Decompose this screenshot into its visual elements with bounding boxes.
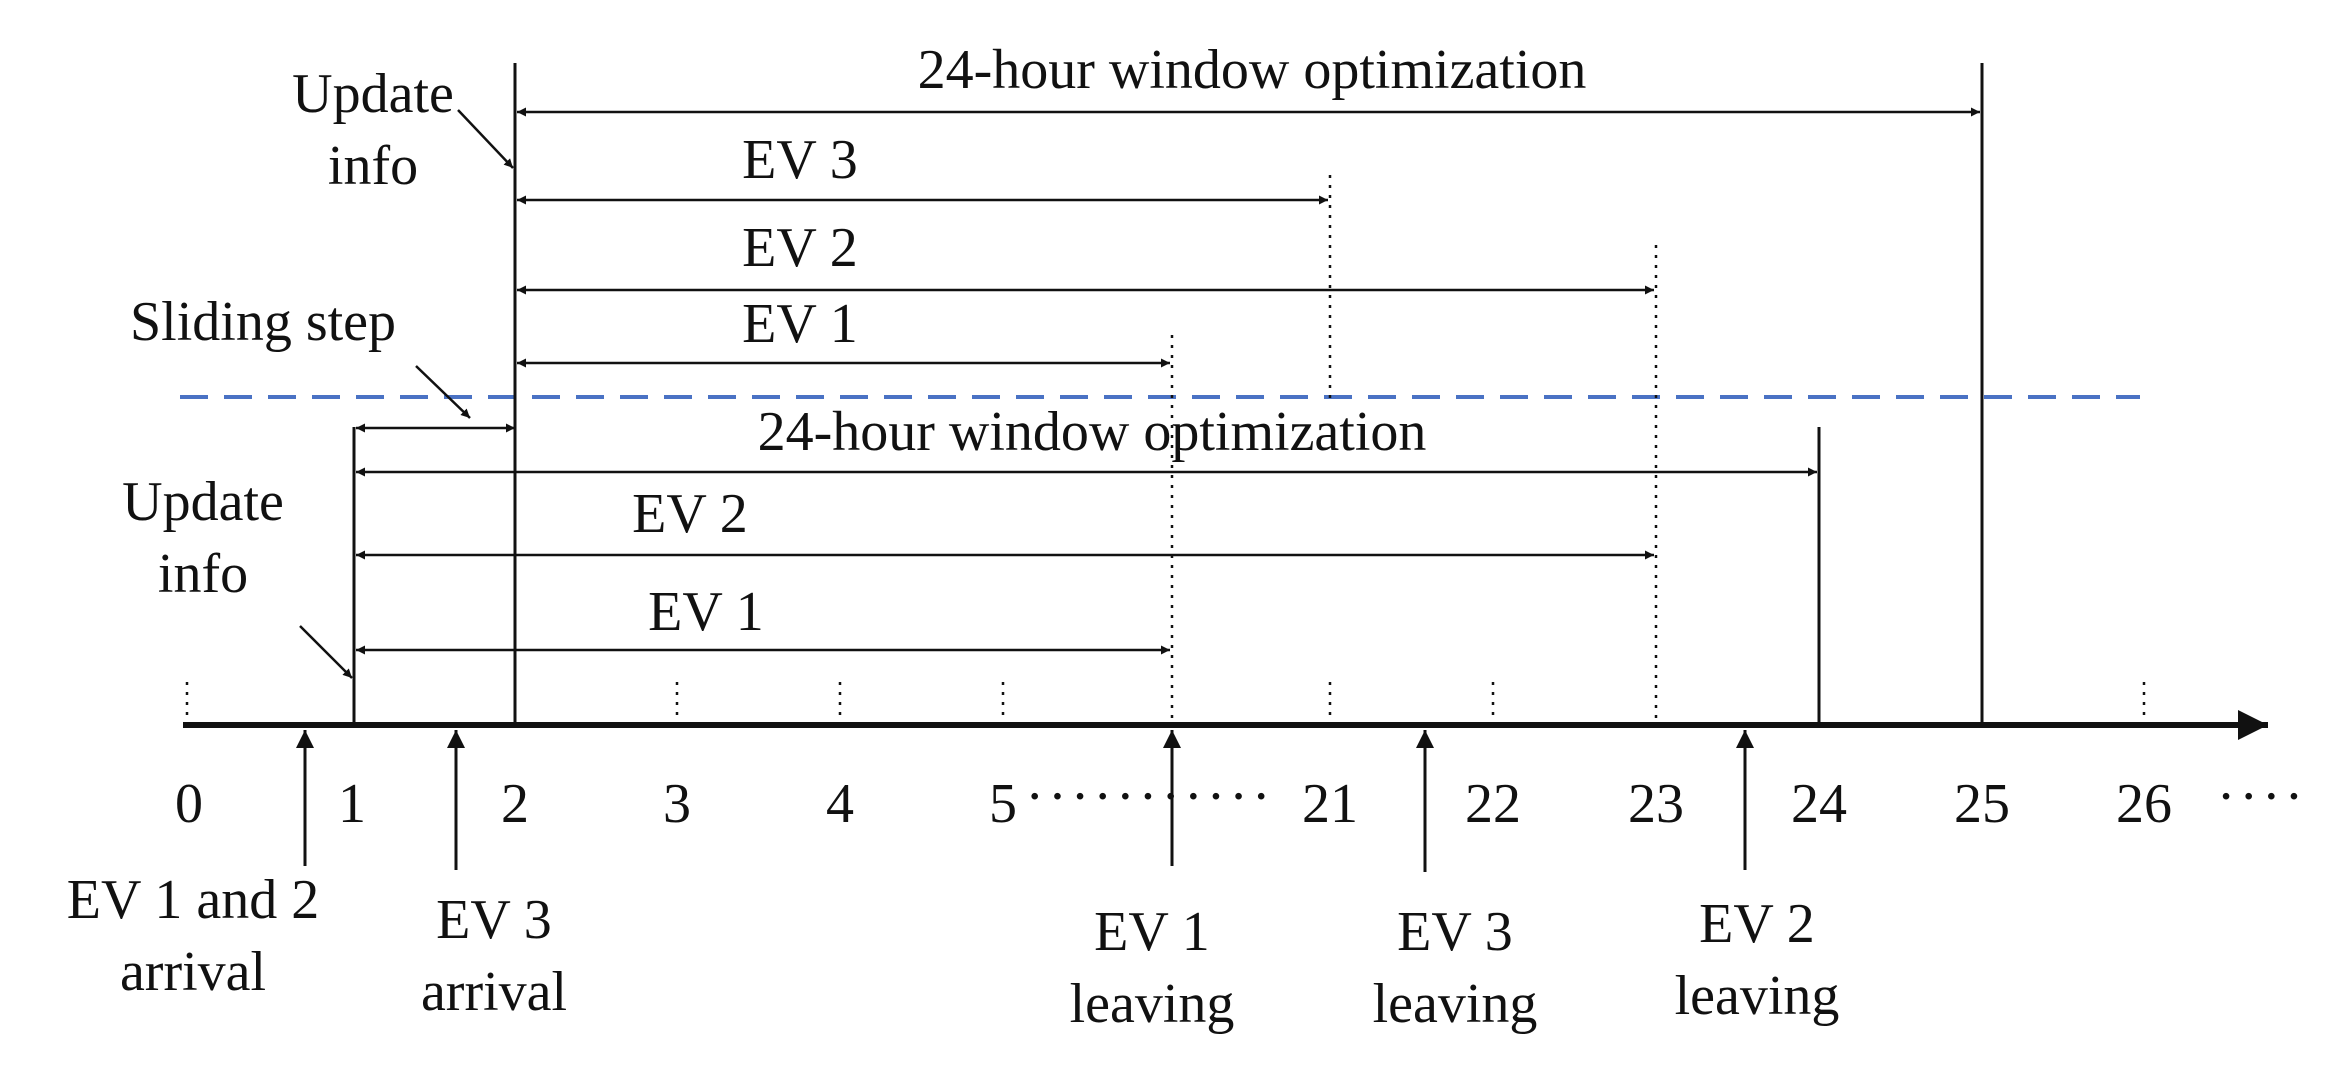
update-info-pointer [299, 625, 353, 679]
event-markers: EV 1 and 2 arrival EV 3 arrival EV 1 lea… [67, 730, 1840, 1035]
event-label: EV 1 [1094, 901, 1210, 963]
event-label: EV 3 [436, 889, 552, 951]
event-label: arrival [120, 941, 266, 1003]
window-label: 24-hour window optimization [758, 401, 1427, 463]
axis-tick-label: 22 [1465, 773, 1521, 835]
axis-trailing-dots: ···· [2217, 766, 2308, 828]
ev-bar-label: EV 1 [648, 581, 764, 643]
axis-tick-label: 3 [663, 773, 691, 835]
lower-window: Sliding step 24-hour window optimization… [122, 291, 1821, 725]
ev-bar-label: EV 1 [742, 293, 858, 355]
axis-tick-label: 25 [1954, 773, 2010, 835]
update-info-pointer [457, 109, 514, 169]
ev-bar-label: EV 2 [632, 483, 748, 545]
axis-tick-label: 23 [1628, 773, 1684, 835]
sliding-step-label: Sliding step [130, 291, 396, 353]
window-label: 24-hour window optimization [918, 39, 1587, 101]
update-info-label: info [158, 543, 248, 605]
axis-tick-label: 4 [826, 773, 854, 835]
update-info-label: Update [292, 63, 454, 125]
update-info-label: info [328, 135, 418, 197]
time-axis: 0 1 2 3 4 5 ··········· 21 22 23 24 25 2… [175, 682, 2308, 835]
axis-tick-label: 0 [175, 773, 203, 835]
event-label: EV 3 [1397, 901, 1513, 963]
event-label: leaving [1675, 965, 1840, 1027]
axis-tick-label: 1 [338, 773, 366, 835]
axis-tick-label: 5 [989, 773, 1017, 835]
ev-bar-label: EV 3 [742, 129, 858, 191]
axis-break-dots: ··········· [1025, 766, 1274, 828]
event-label: EV 1 and 2 [67, 869, 320, 931]
event-label: EV 2 [1699, 893, 1815, 955]
event-label: leaving [1373, 973, 1538, 1035]
upper-window: 24-hour window optimization EV 3 EV 2 EV… [292, 39, 1984, 725]
axis-tick-label: 21 [1302, 773, 1358, 835]
sliding-step-pointer [415, 365, 471, 419]
event-label: leaving [1070, 973, 1235, 1035]
update-info-label: Update [122, 471, 284, 533]
axis-tick-label: 24 [1791, 773, 1847, 835]
ev-bar-label: EV 2 [742, 217, 858, 279]
event-label: arrival [421, 961, 567, 1023]
axis-tick-label: 26 [2116, 773, 2172, 835]
axis-tick-label: 2 [501, 773, 529, 835]
